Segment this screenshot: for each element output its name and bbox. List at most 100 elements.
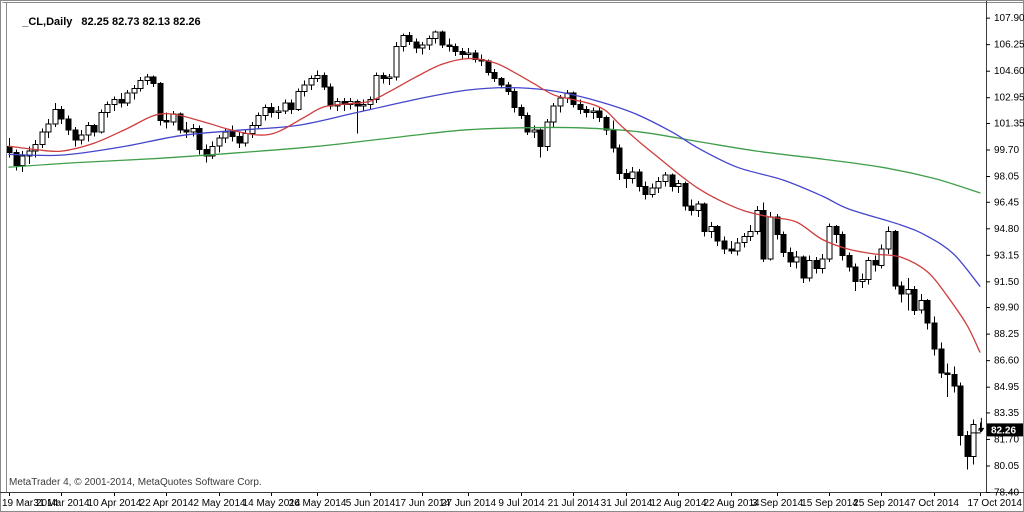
candle: [262, 104, 269, 121]
candle: [787, 247, 794, 267]
candle-body-bull: [111, 99, 118, 105]
candle-body-bear: [846, 255, 853, 268]
candle-body-bear: [957, 385, 964, 437]
candle-body-bull: [131, 87, 138, 94]
candle: [275, 106, 282, 119]
candle-body-bear: [603, 116, 610, 131]
candle: [511, 88, 518, 113]
last-price-arrow-icon: [970, 417, 985, 434]
candle-body-bear: [669, 174, 676, 187]
candle-body-bear: [321, 75, 328, 88]
current-price-badge: [987, 423, 1023, 437]
candle-body-bear: [288, 102, 295, 110]
candle: [58, 106, 65, 124]
candle-body-bull: [550, 105, 557, 123]
plot-area[interactable]: [6, 30, 983, 470]
candle-body-bull: [137, 79, 144, 89]
candle-body-bull: [741, 235, 748, 244]
candle: [505, 82, 512, 95]
candle-body-bull: [557, 97, 564, 107]
candle: [636, 168, 643, 192]
candle-body-bull: [465, 52, 472, 56]
candle: [970, 419, 977, 465]
candle-body-bear: [268, 107, 275, 113]
price-tick-label: 91.50: [994, 277, 1019, 288]
candle: [413, 38, 420, 53]
price-tick-label: 99.70: [994, 145, 1019, 156]
candle-body-bear: [452, 46, 459, 52]
price-tick-label: 80.05: [994, 461, 1019, 472]
candle: [65, 115, 72, 135]
candle: [878, 244, 885, 269]
price-tick-label: 107.90: [994, 13, 1024, 24]
candle-body-bull: [544, 121, 551, 147]
candle-body-bear: [728, 248, 735, 252]
candle: [951, 366, 958, 393]
candle-body-bull: [675, 182, 682, 188]
candle: [196, 125, 203, 155]
date-tick-label: 14 May 2014: [243, 498, 301, 509]
candle-body-bear: [491, 71, 498, 80]
candle-body-bull: [45, 123, 52, 133]
candle-body-bull: [124, 92, 131, 104]
candle: [216, 135, 223, 153]
candle-body-bear: [6, 145, 13, 154]
date-tick-label: 15 Sep 2014: [801, 498, 858, 509]
candle: [118, 93, 125, 108]
candle-body-bear: [623, 173, 630, 179]
candle: [39, 128, 46, 148]
candle: [872, 255, 879, 272]
candle-body-bear: [577, 104, 584, 110]
candle-body-bear: [327, 86, 334, 107]
candle: [938, 342, 945, 378]
ma-medium-blue-line: [8, 86, 981, 287]
date-tick-label: 31 Jul 2014: [601, 498, 653, 509]
candle: [577, 99, 584, 115]
candle-body-bear: [229, 131, 236, 138]
candle: [45, 118, 52, 139]
price-tick-label: 98.05: [994, 172, 1019, 183]
candle: [465, 48, 472, 58]
candle-body-bull: [859, 279, 866, 282]
price-tick-label: 106.25: [994, 40, 1024, 51]
candle: [78, 130, 85, 145]
candle: [426, 35, 433, 50]
candle: [944, 363, 951, 398]
date-tick-label: 31 Mar 2014: [33, 498, 90, 509]
candle-body-bear: [911, 288, 918, 311]
candle-body-bull: [386, 76, 393, 80]
candle: [380, 72, 387, 84]
candle-body-bull: [255, 115, 262, 126]
copyright-text: MetaTrader 4, © 2001-2014, MetaQuotes So…: [9, 477, 262, 488]
candle-body-bear: [938, 348, 945, 374]
candle: [688, 199, 695, 216]
candle-body-bear: [485, 60, 492, 73]
price-scale[interactable]: 107.90 106.25 104.60 102.95 101.35 99.70 98.05…: [986, 13, 1024, 499]
candle-body-bear: [924, 300, 931, 324]
price-tick-label: 89.90: [994, 303, 1019, 314]
candle-body-bear: [518, 107, 525, 117]
candle: [655, 176, 662, 193]
candle-body-bull: [78, 134, 85, 141]
candle: [590, 107, 597, 119]
candle: [124, 90, 131, 107]
candle-body-bull: [662, 174, 669, 183]
candle-body-bear: [163, 120, 170, 123]
candle: [52, 102, 59, 127]
candle-body-bull: [754, 210, 761, 233]
candle: [695, 201, 702, 217]
candle-body-bull: [98, 112, 105, 133]
candle-body-bear: [721, 240, 728, 250]
price-tick-label: 93.15: [994, 250, 1019, 261]
candle-body-bull: [301, 84, 308, 93]
date-tick-label: 22 Aug 2014: [703, 498, 760, 509]
candle: [701, 202, 708, 237]
candle-body-bear: [524, 115, 531, 133]
candle: [819, 254, 826, 274]
candle: [865, 257, 872, 285]
candle-body-bear: [13, 152, 20, 167]
candle: [800, 255, 807, 283]
date-tick-label: 17 Jun 2014: [395, 498, 450, 509]
